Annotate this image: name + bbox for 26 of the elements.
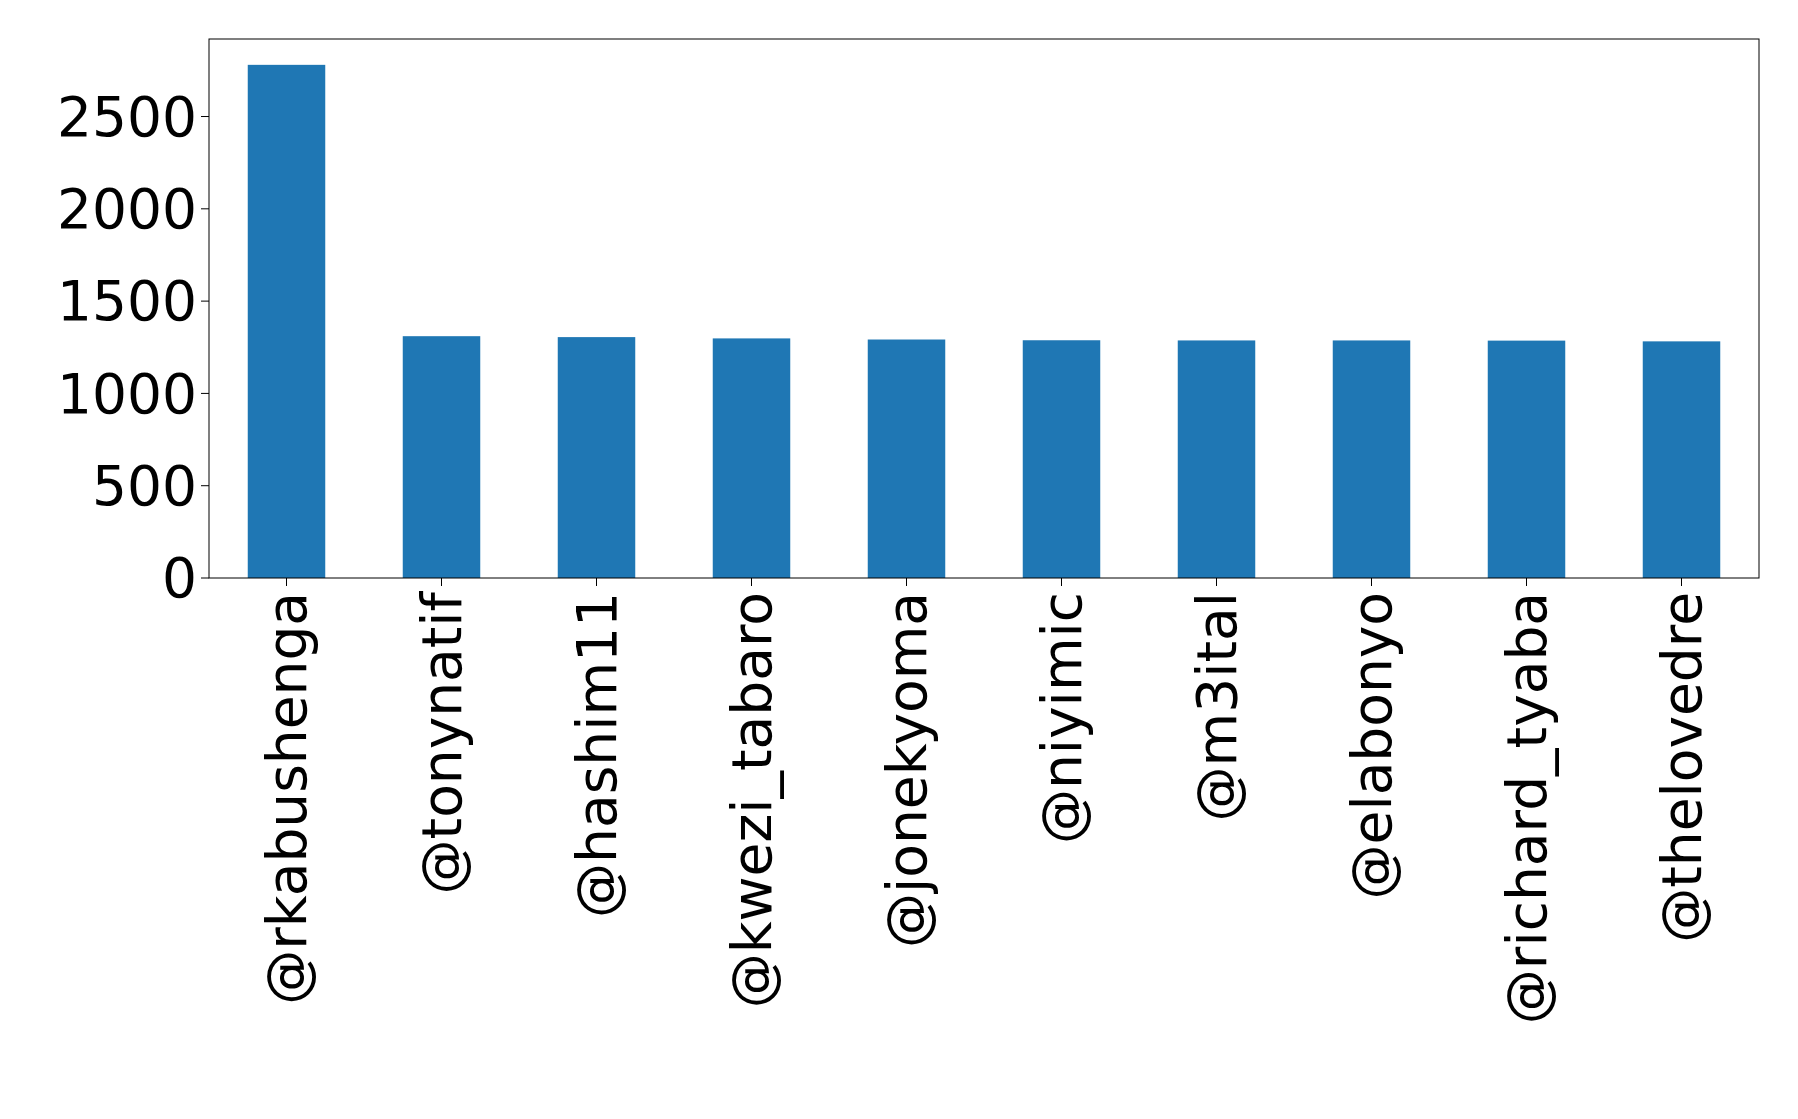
y-tick-label: 0	[162, 546, 197, 611]
x-tick-label: @m3ital	[1184, 592, 1249, 822]
bar	[1487, 340, 1566, 578]
bar	[867, 339, 946, 578]
x-tick-label: @jonekyoma	[874, 592, 939, 948]
bar	[402, 336, 481, 578]
bar	[1642, 341, 1721, 578]
x-tick-label: @niyimic	[1029, 592, 1094, 845]
y-tick-label: 1500	[57, 269, 197, 334]
y-tick-label: 1000	[57, 361, 197, 426]
y-tick-label: 2500	[57, 84, 197, 149]
x-tick-label: @rkabushenga	[254, 592, 319, 1005]
y-tick-label: 500	[92, 453, 197, 518]
bar	[712, 338, 791, 578]
x-tick-label: @richard_tyaba	[1494, 592, 1559, 1025]
bar	[1332, 340, 1411, 578]
bar	[1177, 340, 1256, 578]
x-tick-label: @thelovedre	[1649, 592, 1714, 943]
x-tick-label: @hashim11	[564, 592, 629, 918]
x-tick-label: @elabonyo	[1339, 592, 1404, 900]
bar	[247, 64, 326, 578]
x-tick-label: @kwezi_tabaro	[719, 592, 784, 1009]
bar	[557, 337, 636, 578]
bar	[1022, 340, 1101, 578]
x-tick-label: @tonynatif	[409, 590, 474, 895]
y-tick-label: 2000	[57, 177, 197, 242]
